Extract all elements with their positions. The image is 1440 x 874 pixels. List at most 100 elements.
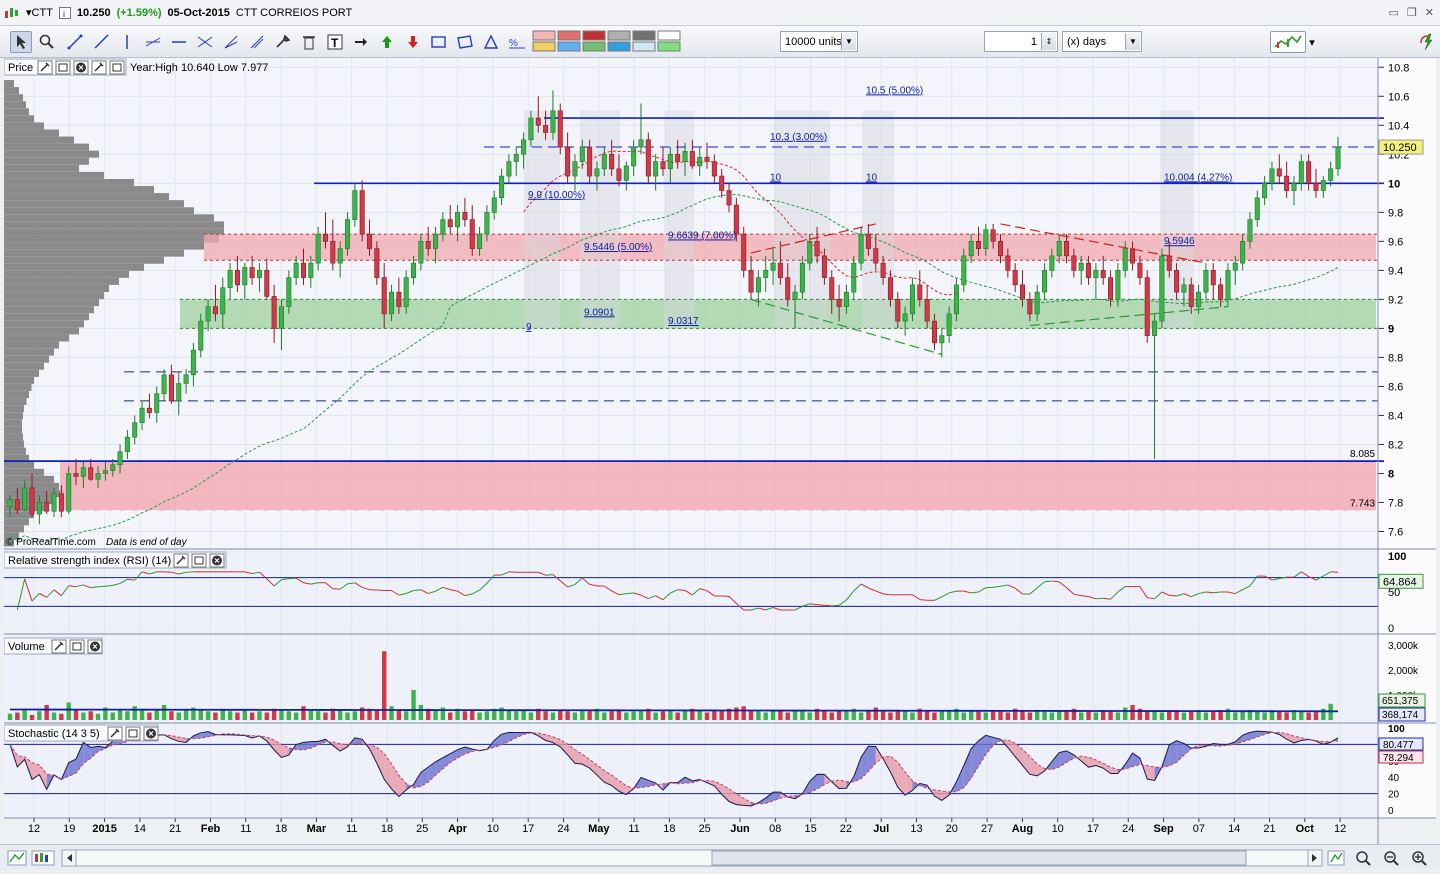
- time-scrollbar[interactable]: [0, 844, 1440, 870]
- profile-bar: [4, 462, 34, 469]
- profile-bar: [4, 405, 24, 412]
- price-panel-title: Price: [8, 62, 33, 74]
- chevron-down-icon[interactable]: ▼: [1125, 33, 1140, 50]
- ray-tool-icon[interactable]: [90, 31, 112, 53]
- profile-bar: [4, 264, 144, 271]
- rectangle-tool-icon[interactable]: [428, 31, 450, 53]
- color-swatch[interactable]: [633, 42, 655, 51]
- candle-body: [1284, 176, 1288, 191]
- symbol-dropdown[interactable]: ▾ CTT: [26, 6, 53, 19]
- fib-label[interactable]: 9.0901: [584, 307, 615, 318]
- chart-area[interactable]: 10.5 (5.00%) 10.3 (3.00%) 10 10 10.004 (4.27…: [4, 58, 1436, 844]
- chart-style-icon[interactable]: [1270, 31, 1306, 53]
- stoch-tick-label: 20: [1388, 790, 1400, 801]
- x-tick-label: Jul: [873, 823, 889, 835]
- arrow-down-icon[interactable]: [402, 31, 424, 53]
- arrow-right-icon[interactable]: [350, 31, 372, 53]
- arc-tool-icon[interactable]: [246, 31, 268, 53]
- candle-body: [573, 162, 577, 177]
- volume-bar: [514, 711, 518, 720]
- window-icon[interactable]: [56, 61, 70, 74]
- color-swatch[interactable]: [558, 42, 580, 51]
- sync-icon[interactable]: [1416, 31, 1438, 53]
- zoom-fit-icon[interactable]: [1357, 852, 1370, 865]
- units-select[interactable]: 10000 units▼: [780, 31, 858, 52]
- x-tick-label: 15: [804, 823, 816, 835]
- window-icon[interactable]: [126, 727, 140, 740]
- candle-body: [279, 307, 283, 329]
- candle-body: [118, 452, 122, 465]
- color-swatch[interactable]: [608, 31, 630, 40]
- zoom-out-icon[interactable]: [1385, 852, 1398, 865]
- window-icon[interactable]: [192, 554, 206, 567]
- color-swatch[interactable]: [658, 42, 680, 51]
- fib-label[interactable]: 9.6639 (7.00%): [668, 230, 736, 241]
- fib-label[interactable]: 9.9 (10.00%): [528, 190, 585, 201]
- lower-zone: [60, 461, 1376, 511]
- fib-label[interactable]: 9.0317: [668, 316, 699, 327]
- fit-icon[interactable]: [1328, 851, 1344, 865]
- chart-type-icon[interactable]: [4, 6, 20, 20]
- color-swatch[interactable]: [658, 31, 680, 40]
- candle-body: [1130, 249, 1134, 264]
- horizontal-line-tool-icon[interactable]: [168, 31, 190, 53]
- color-swatch[interactable]: [558, 31, 580, 40]
- color-palette[interactable]: [532, 30, 688, 54]
- arrow-up-icon[interactable]: [376, 31, 398, 53]
- indicator-icon[interactable]: [32, 851, 54, 865]
- profile-bar: [4, 299, 99, 306]
- fib-label[interactable]: 10.5 (5.00%): [866, 85, 923, 96]
- x-tick-label: Sep: [1154, 823, 1174, 835]
- scroll-left-icon[interactable]: [62, 850, 76, 866]
- volume-bar: [521, 710, 525, 720]
- percent-tool-icon[interactable]: %: [506, 31, 528, 53]
- period-stepper[interactable]: 1⇕: [984, 31, 1058, 52]
- trash-icon[interactable]: [298, 31, 320, 53]
- chevron-down-icon[interactable]: ▼: [841, 33, 856, 50]
- fib-label[interactable]: 10.004 (4.27%): [1164, 172, 1232, 183]
- color-swatch[interactable]: [608, 42, 630, 51]
- info-icon[interactable]: i: [59, 7, 71, 19]
- candle-body: [756, 278, 760, 293]
- triangle-tool-icon[interactable]: [480, 31, 502, 53]
- color-swatch[interactable]: [583, 31, 605, 40]
- stepper-icon[interactable]: ⇕: [1041, 33, 1056, 50]
- scroll-right-icon[interactable]: [1308, 850, 1322, 866]
- fib-label[interactable]: 9: [526, 322, 532, 333]
- candle-body: [984, 230, 988, 249]
- zoom-tool-icon[interactable]: [36, 31, 58, 53]
- stoch-signal-label: 78.294: [1383, 753, 1414, 764]
- fan-tool-icon[interactable]: [220, 31, 242, 53]
- fib-label[interactable]: 10: [866, 172, 878, 183]
- fib-label[interactable]: 10.3 (3.00%): [770, 132, 827, 143]
- candle-body: [125, 437, 129, 452]
- minimize-icon[interactable]: ▭: [1389, 6, 1399, 19]
- channel-tool-icon[interactable]: [142, 31, 164, 53]
- chart-mode-icon[interactable]: [8, 851, 26, 865]
- fib-label[interactable]: 9.5446 (5.00%): [584, 242, 652, 253]
- fib-label[interactable]: 9.5946: [1164, 236, 1195, 247]
- restore-icon[interactable]: ❐: [1407, 6, 1417, 19]
- color-swatch[interactable]: [533, 31, 555, 40]
- vertical-line-tool-icon[interactable]: [116, 31, 138, 53]
- chart-svg[interactable]: 10.5 (5.00%) 10.3 (3.00%) 10 10 10.004 (4.27…: [4, 58, 1436, 844]
- color-swatch[interactable]: [583, 42, 605, 51]
- window-icon[interactable]: [70, 640, 84, 653]
- zoom-in-icon[interactable]: [1413, 852, 1426, 865]
- text-tool-icon[interactable]: T: [324, 31, 346, 53]
- fib-label[interactable]: 10: [770, 172, 782, 183]
- pointer-tool-icon[interactable]: [10, 31, 32, 53]
- period-unit-select[interactable]: (x) days▼: [1062, 31, 1142, 52]
- color-swatch[interactable]: [633, 31, 655, 40]
- polygon-tool-icon[interactable]: [454, 31, 476, 53]
- color-swatch[interactable]: [533, 42, 555, 51]
- chevron-down-icon[interactable]: ▾: [1306, 31, 1318, 53]
- scroll-thumb[interactable]: [712, 851, 1246, 865]
- close-icon[interactable]: ✕: [1425, 6, 1434, 19]
- window-icon[interactable]: [110, 61, 124, 74]
- x-tick-label: 17: [522, 823, 534, 835]
- trendline-tool-icon[interactable]: [64, 31, 86, 53]
- symbol-label: CTT: [32, 7, 53, 19]
- fibonacci-tool-icon[interactable]: [194, 31, 216, 53]
- tools-icon[interactable]: [272, 31, 294, 53]
